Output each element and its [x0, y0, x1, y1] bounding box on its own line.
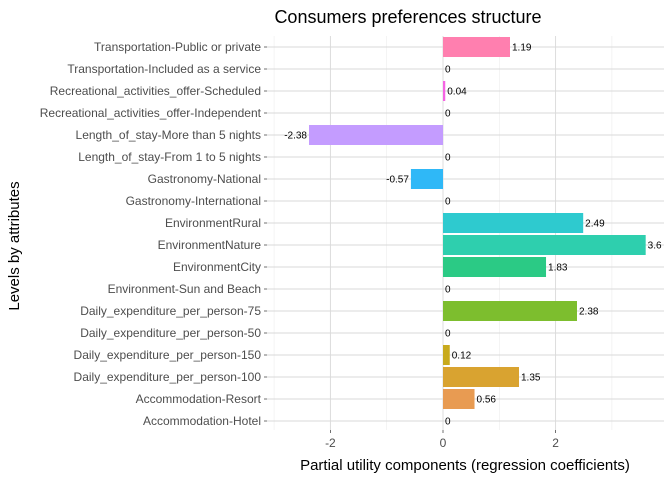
category-label: Recreational_activities_offer-Scheduled	[50, 84, 261, 98]
bar	[443, 389, 475, 409]
x-tick-label: -2	[325, 436, 336, 450]
bar	[410, 169, 443, 189]
category-label: Recreational_activities_offer-Independen…	[40, 106, 262, 120]
bar	[443, 367, 520, 387]
category-label: EnvironmentRural	[165, 216, 261, 230]
value-label: 0.04	[447, 87, 467, 98]
chart-title: Consumers preferences structure	[274, 7, 541, 27]
category-label: Environment-Sun and Beach	[108, 282, 261, 296]
x-tick-label: 2	[552, 436, 559, 450]
value-label: 0	[445, 197, 451, 208]
category-label: Daily_expenditure_per_person-100	[74, 370, 262, 384]
x-tick-label: 0	[440, 436, 447, 450]
category-label: Gastronomy-National	[148, 172, 261, 186]
y-axis: Transportation-Public or private Transpor…	[40, 40, 267, 428]
bar	[443, 213, 584, 233]
value-label: 0.56	[477, 395, 497, 406]
bar	[309, 125, 443, 145]
category-label: Daily_expenditure_per_person-50	[80, 326, 261, 340]
x-axis-title: Partial utility components (regression c…	[300, 457, 630, 474]
bar	[443, 257, 547, 277]
value-labels: 1.1900.040-2.380-0.5702.493.61.8302.3800…	[284, 43, 662, 428]
value-label: 1.83	[548, 263, 568, 274]
category-label: Daily_expenditure_per_person-150	[74, 348, 262, 362]
value-label: 0	[445, 285, 451, 296]
category-label: Transportation-Public or private	[94, 40, 261, 54]
value-label: 0	[445, 329, 451, 340]
value-label: -0.57	[386, 175, 409, 186]
x-axis: -2 0 2	[325, 430, 559, 450]
value-label: 1.19	[512, 43, 532, 54]
value-label: 3.6	[648, 241, 662, 252]
bar	[443, 235, 646, 255]
bar	[443, 37, 510, 57]
bar	[443, 345, 450, 365]
category-label: Gastronomy-International	[126, 194, 261, 208]
value-label: 0	[445, 153, 451, 164]
category-label: Length_of_stay-From 1 to 5 nights	[78, 150, 261, 164]
value-label: 0	[445, 109, 451, 120]
bars	[309, 37, 646, 409]
category-label: Accommodation-Hotel	[143, 414, 261, 428]
value-label: 0	[445, 417, 451, 428]
value-label: 2.38	[579, 307, 599, 318]
value-label: 2.49	[585, 219, 605, 230]
category-label: Length_of_stay-More than 5 nights	[76, 128, 261, 142]
value-label: 0	[445, 65, 451, 76]
bar	[443, 301, 577, 321]
value-label: -2.38	[284, 131, 307, 142]
category-label: EnvironmentCity	[173, 260, 261, 274]
y-axis-title: Levels by attributes	[6, 181, 23, 310]
category-label: Transportation-Included as a service	[67, 62, 261, 76]
value-label: 0.12	[452, 351, 472, 362]
category-label: EnvironmentNature	[158, 238, 262, 252]
value-label: 1.35	[521, 373, 541, 384]
category-label: Accommodation-Resort	[136, 392, 262, 406]
category-label: Daily_expenditure_per_person-75	[80, 304, 261, 318]
bar	[443, 81, 446, 101]
